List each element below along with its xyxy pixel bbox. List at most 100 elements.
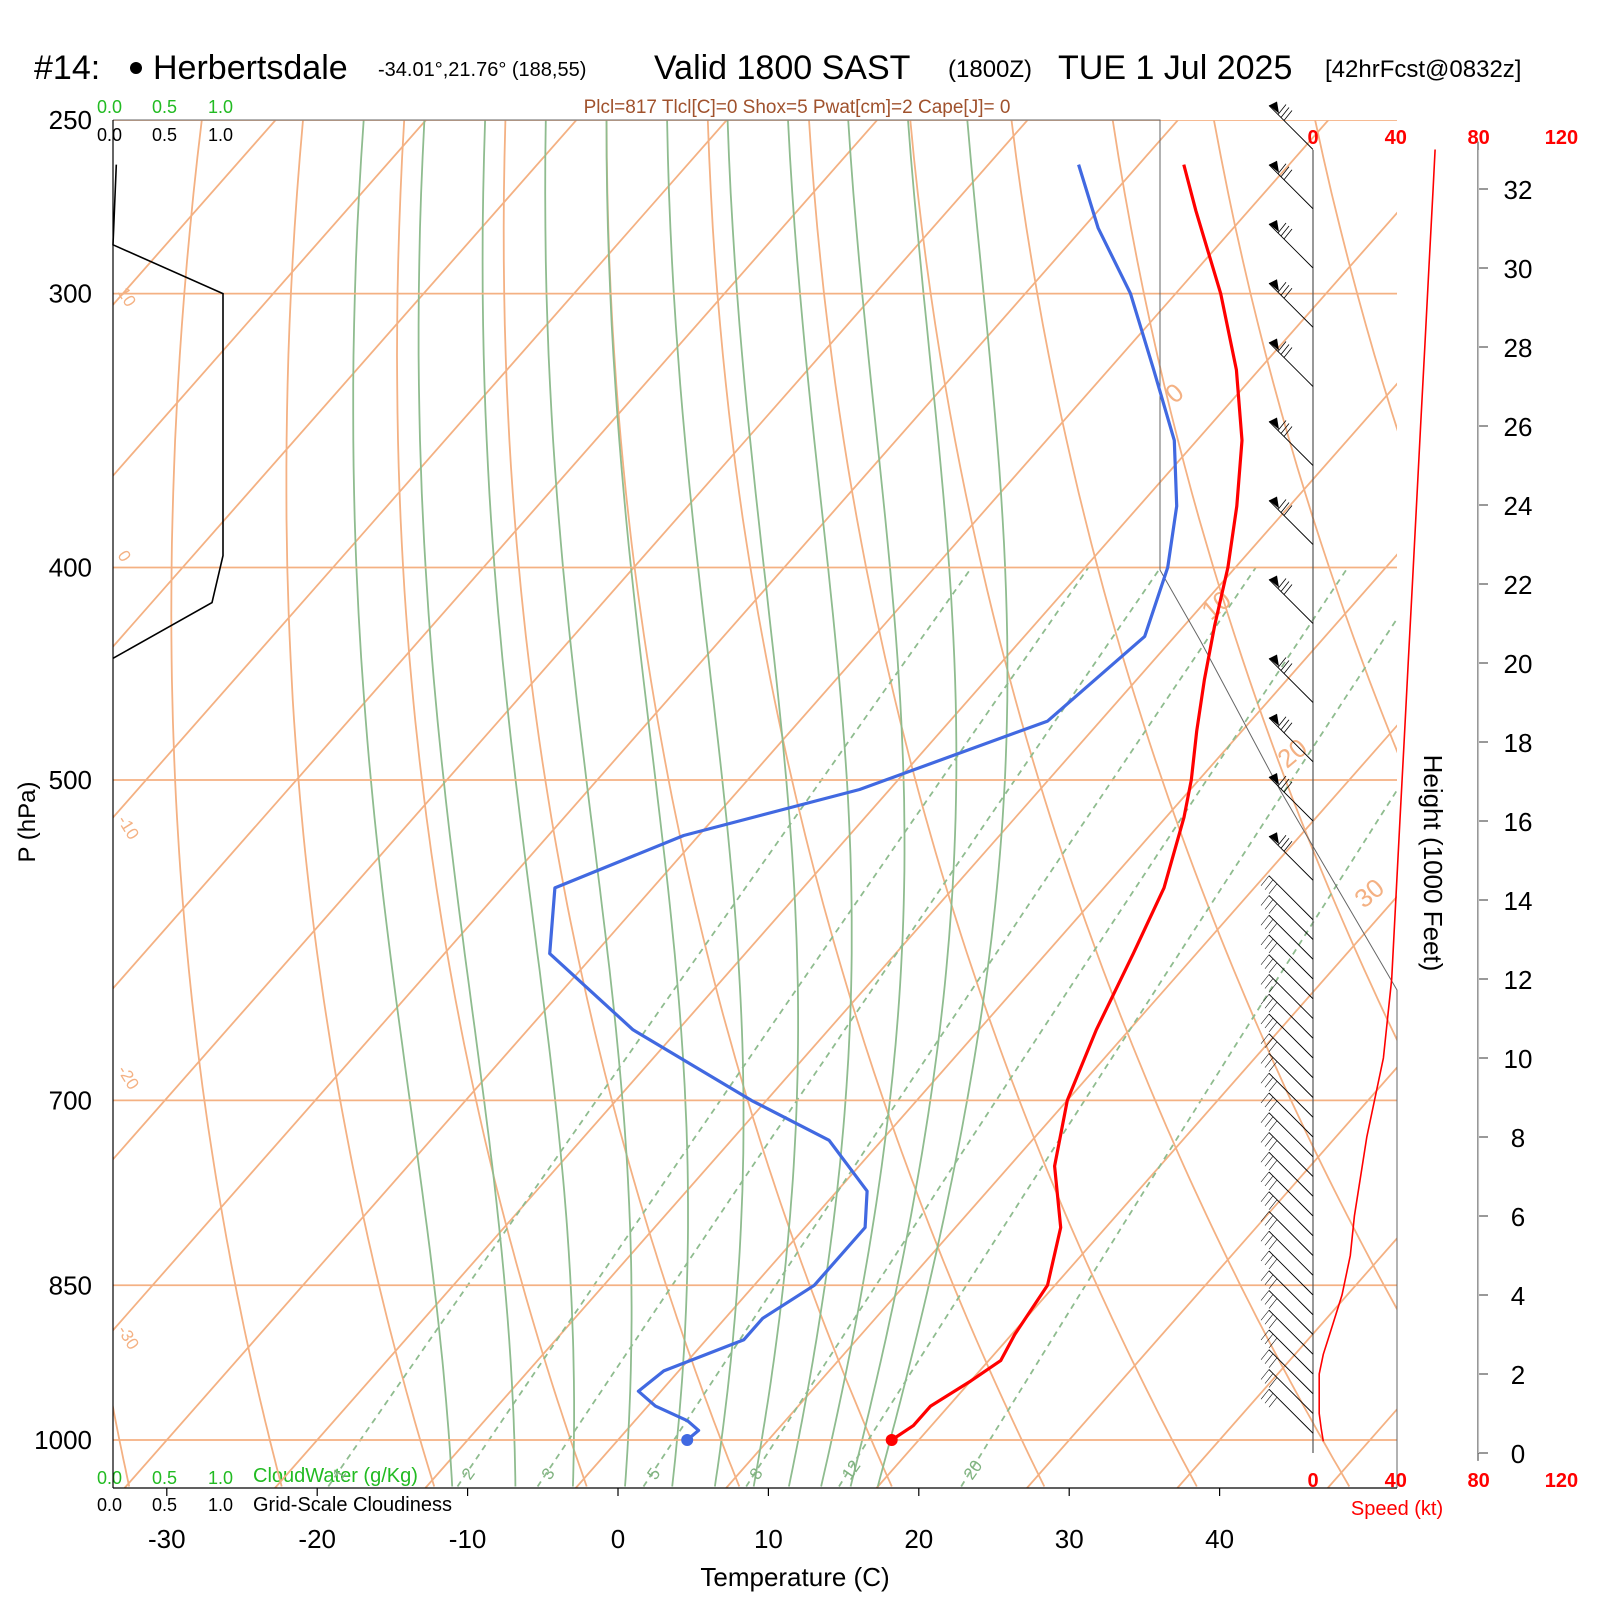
temp-tick-label: 20 [904, 1524, 933, 1554]
wind-barb-feather [1264, 978, 1274, 989]
cloudiness-tick: 1.0 [208, 1495, 233, 1515]
wind-barb-feather [1260, 1349, 1270, 1360]
wind-barb [1268, 1092, 1314, 1138]
x-axis-title: Temperature (C) [700, 1562, 889, 1592]
wind-barb-feather [1264, 1037, 1274, 1048]
wind-barb-flag [1269, 220, 1279, 232]
wind-barb-flag [1269, 417, 1279, 430]
wind-barb-feather [1277, 835, 1287, 846]
wind-barb-feather [1264, 1274, 1274, 1285]
dry-adiabat-line [909, 120, 1351, 1487]
wind-barb-feather [1260, 1329, 1270, 1341]
mixing-ratio-line [745, 567, 1349, 1487]
mixing-ratio-line [536, 566, 1162, 1487]
temp-tick-label: 30 [1055, 1524, 1084, 1554]
wind-barb-flag [1269, 279, 1279, 292]
wind-barb-feather [1260, 1112, 1270, 1123]
wind-barb-feather [1264, 1333, 1274, 1345]
wind-barb-feather [1260, 954, 1270, 965]
wind-barb-flag [1269, 773, 1279, 785]
wind-barb-feather [1283, 426, 1293, 437]
wind-barb [1268, 1211, 1314, 1256]
wind-barb [1268, 1329, 1314, 1375]
y-axis-title: P (hPa) [14, 782, 41, 863]
pressure-tick-label: 500 [49, 765, 92, 795]
wind-barb [1268, 421, 1314, 466]
speed-tick-label-top: 80 [1467, 127, 1489, 149]
wind-barb-feather [1260, 875, 1270, 886]
speed-axis-title: Speed (kt) [1351, 1498, 1443, 1520]
speed-tick-label-top: 120 [1545, 127, 1578, 149]
plot-frame [112, 119, 1398, 1489]
isotherm-line [1327, 1407, 1397, 1489]
wind-barb [1268, 1191, 1314, 1237]
wind-barb-flag [1269, 713, 1279, 726]
wind-barb [1268, 954, 1314, 1000]
dry-adiabat-line [1010, 120, 1397, 1311]
wind-barb-feather [1268, 962, 1278, 973]
wind-barb-feather [1277, 163, 1287, 174]
moist-adiabat-line [726, 120, 799, 1487]
moist-adiabat-line [666, 120, 745, 1487]
wind-barb-feather [1283, 169, 1293, 180]
wind-barb-feather [1283, 722, 1293, 733]
wind-barb-feather [1280, 285, 1290, 296]
wind-barb-feather [1280, 660, 1290, 671]
wind-barb-feather [1268, 982, 1278, 993]
isotherm-line [1176, 1237, 1397, 1489]
wind-barb-feather [1268, 923, 1278, 934]
wind-barb [1268, 500, 1314, 545]
moist-adiabat-line [820, 120, 906, 1487]
wind-barb [1268, 717, 1314, 763]
isotherm-line [575, 553, 1397, 1489]
moist-adiabat-line [544, 120, 633, 1487]
temp-tick-label: -20 [298, 1524, 336, 1554]
cloud-scale-bottom: 0.0 0.5 1.0 CloudWater (g/Kg) 0.0 0.5 1.… [97, 1465, 452, 1516]
isotherm-label: -20 [114, 1062, 143, 1093]
wind-barb-flag [1269, 338, 1279, 351]
wind-barb [1268, 1270, 1314, 1316]
speed-tick-label-bottom: 80 [1467, 1470, 1489, 1492]
wind-barb-feather [1277, 716, 1287, 727]
height-tick-label: 30 [1504, 254, 1533, 284]
moist-adiabat-line [876, 120, 1009, 1487]
wind-barb-feather [1264, 1314, 1274, 1325]
wind-barb [1268, 1072, 1314, 1118]
height-tick-label: 2 [1511, 1360, 1525, 1390]
wind-barb-feather [1260, 1092, 1270, 1104]
cloudwater-tick: 0.5 [152, 1468, 177, 1488]
plot-boundary [113, 119, 1398, 1488]
wind-barb-feather [1264, 1136, 1274, 1147]
wind-barb-feather [1268, 903, 1278, 914]
moist-adiabat-line [481, 120, 575, 1487]
wind-barb-feather [1260, 934, 1270, 946]
wind-barb-feather [1280, 423, 1290, 434]
dry-adiabat-line [1518, 120, 1600, 1487]
wind-barb-feather [1260, 994, 1270, 1005]
dewpoint-profile [548, 164, 1179, 1442]
wind-barb [1268, 974, 1314, 1019]
wind-barb [1268, 1290, 1314, 1335]
moist-adiabat-line [352, 120, 454, 1487]
height-tick-label: 32 [1504, 175, 1533, 205]
wind-barb-feather [1264, 1017, 1274, 1029]
wind-barb [1268, 1349, 1314, 1395]
height-tick-label: 0 [1511, 1439, 1525, 1469]
wind-barb-feather [1280, 225, 1290, 237]
wind-barb [1268, 895, 1314, 940]
temperature-profile [890, 164, 1244, 1442]
wind-barb-feather [1260, 1171, 1270, 1183]
wind-barb-feather [1268, 1041, 1278, 1052]
temperature-profile-surface-point [885, 1434, 898, 1446]
wind-barb [1268, 1151, 1314, 1197]
wind-barb-feather [1277, 282, 1287, 293]
isotherm-line [113, 120, 427, 478]
station-marker-icon [130, 62, 142, 74]
wind-barb-feather [1277, 420, 1287, 431]
mixing-ratio-label: 2 [458, 1465, 479, 1484]
cloudiness-label: Grid-Scale Cloudiness [253, 1494, 452, 1516]
wind-barb-feather [1268, 1397, 1278, 1408]
cloudiness-tick: 0.5 [152, 1495, 177, 1515]
wind-barb-feather [1264, 1156, 1274, 1167]
